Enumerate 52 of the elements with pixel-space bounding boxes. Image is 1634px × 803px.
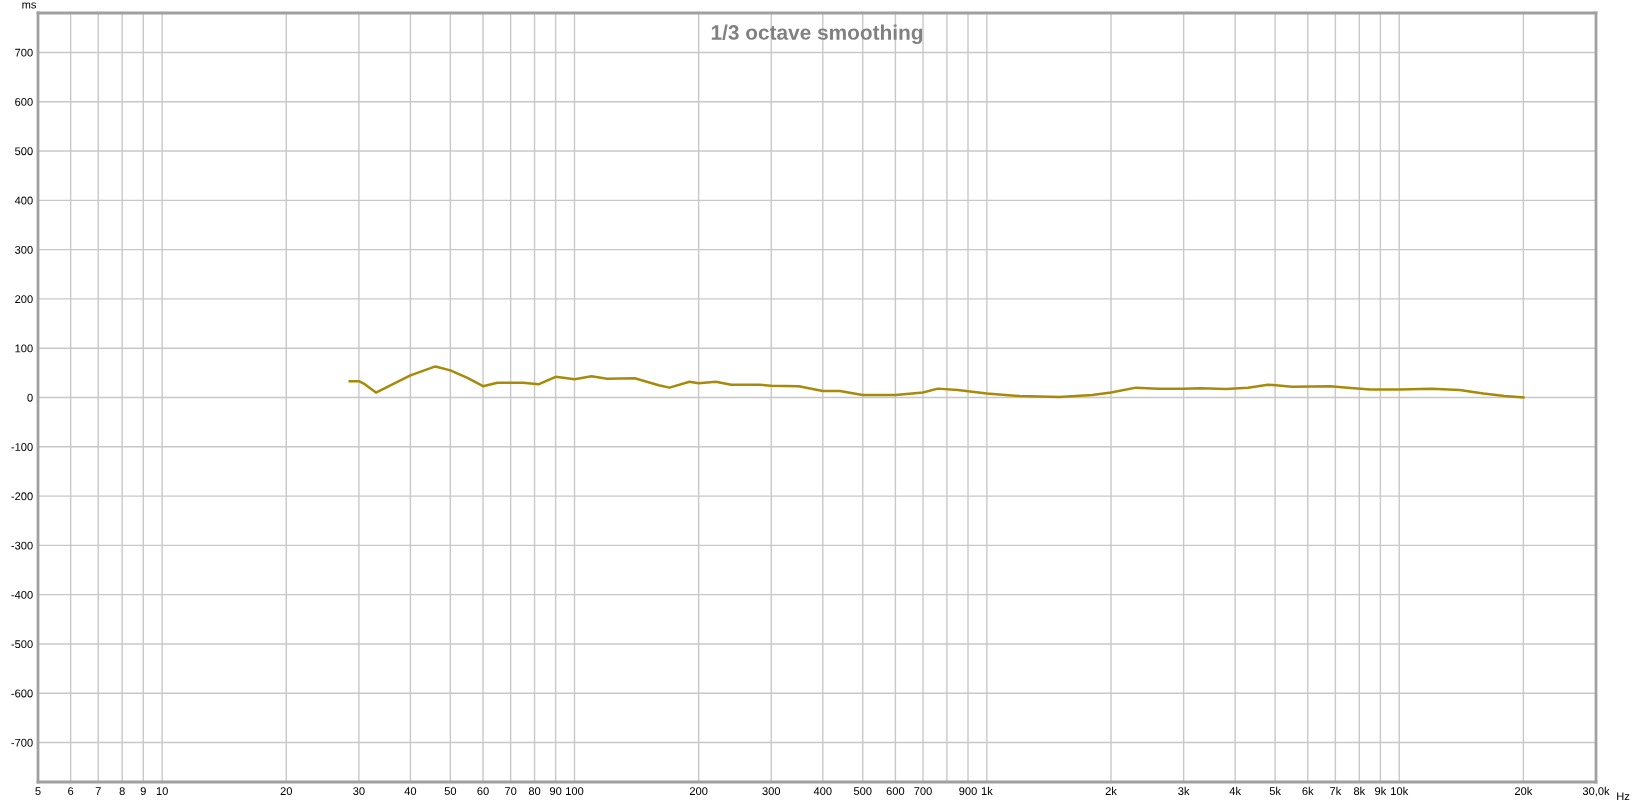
x-tick-label: 20 bbox=[280, 787, 293, 796]
x-tick-label: 900 bbox=[959, 787, 977, 796]
y-tick-label: -700 bbox=[11, 738, 33, 747]
x-tick-label: 1k bbox=[981, 786, 993, 795]
x-tick-label: 7k bbox=[1330, 786, 1342, 795]
y-tick-label: 300 bbox=[15, 245, 33, 254]
x-tick-label: 700 bbox=[914, 787, 932, 796]
x-tick-label: 200 bbox=[689, 787, 708, 796]
y-tick-label: 100 bbox=[15, 344, 33, 353]
x-tick-label: 2k bbox=[1105, 786, 1117, 795]
y-tick-label: 500 bbox=[15, 147, 33, 156]
x-tick-label: 5k bbox=[1269, 786, 1281, 796]
x-tick-label: 600 bbox=[886, 787, 905, 796]
x-tick-label: 40 bbox=[404, 787, 417, 796]
x-tick-label: 20k bbox=[1514, 786, 1533, 796]
y-tick-label: -600 bbox=[11, 689, 33, 698]
x-axis-title: Hz bbox=[1617, 792, 1630, 801]
x-tick-label: 50 bbox=[444, 787, 457, 796]
x-tick-label: 70 bbox=[505, 787, 517, 796]
y-tick-label: -300 bbox=[11, 541, 33, 550]
x-tick-label: 3k bbox=[1178, 786, 1190, 796]
y-tick-label: 600 bbox=[15, 98, 33, 106]
x-tick-label: 9k bbox=[1375, 786, 1387, 796]
x-tick-label: 300 bbox=[762, 787, 781, 796]
y-tick-label: 400 bbox=[14, 196, 33, 205]
y-tick-label: -200 bbox=[11, 492, 33, 501]
y-axis-title: ms bbox=[22, 2, 37, 9]
x-tick-label: 30,0k bbox=[1582, 786, 1610, 797]
x-tick-label: 60 bbox=[477, 787, 489, 796]
x-tick-label: 8k bbox=[1353, 786, 1366, 796]
x-tick-label: 80 bbox=[528, 787, 541, 796]
x-tick-label: 10 bbox=[156, 787, 168, 796]
y-tick-label: -500 bbox=[11, 640, 33, 649]
text: 1/3 octave smoothing bbox=[711, 24, 923, 45]
x-tick-label: 6 bbox=[68, 787, 74, 796]
x-tick-label: 90 bbox=[549, 787, 562, 796]
x-tick-label: 500 bbox=[853, 787, 872, 796]
x-tick-label: 7 bbox=[95, 787, 101, 795]
x-tick-label: 9 bbox=[140, 787, 146, 796]
y-tick-label: 0 bbox=[27, 393, 33, 402]
x-tick-label: 10k bbox=[1391, 786, 1409, 796]
x-tick-label: 100 bbox=[566, 787, 584, 796]
x-tick-label: 4k bbox=[1229, 786, 1242, 795]
x-tick-label: 30 bbox=[353, 787, 365, 796]
x-tick-label: 6k bbox=[1302, 786, 1314, 796]
x-tick-label: 400 bbox=[813, 787, 832, 796]
y-tick-label: -100 bbox=[11, 443, 33, 451]
y-tick-label: 200 bbox=[15, 295, 33, 304]
x-tick-label: 5 bbox=[35, 787, 41, 796]
y-tick-label: -400 bbox=[11, 590, 33, 599]
y-tick-label: 700 bbox=[15, 48, 33, 57]
x-tick-label: 8 bbox=[119, 787, 125, 796]
